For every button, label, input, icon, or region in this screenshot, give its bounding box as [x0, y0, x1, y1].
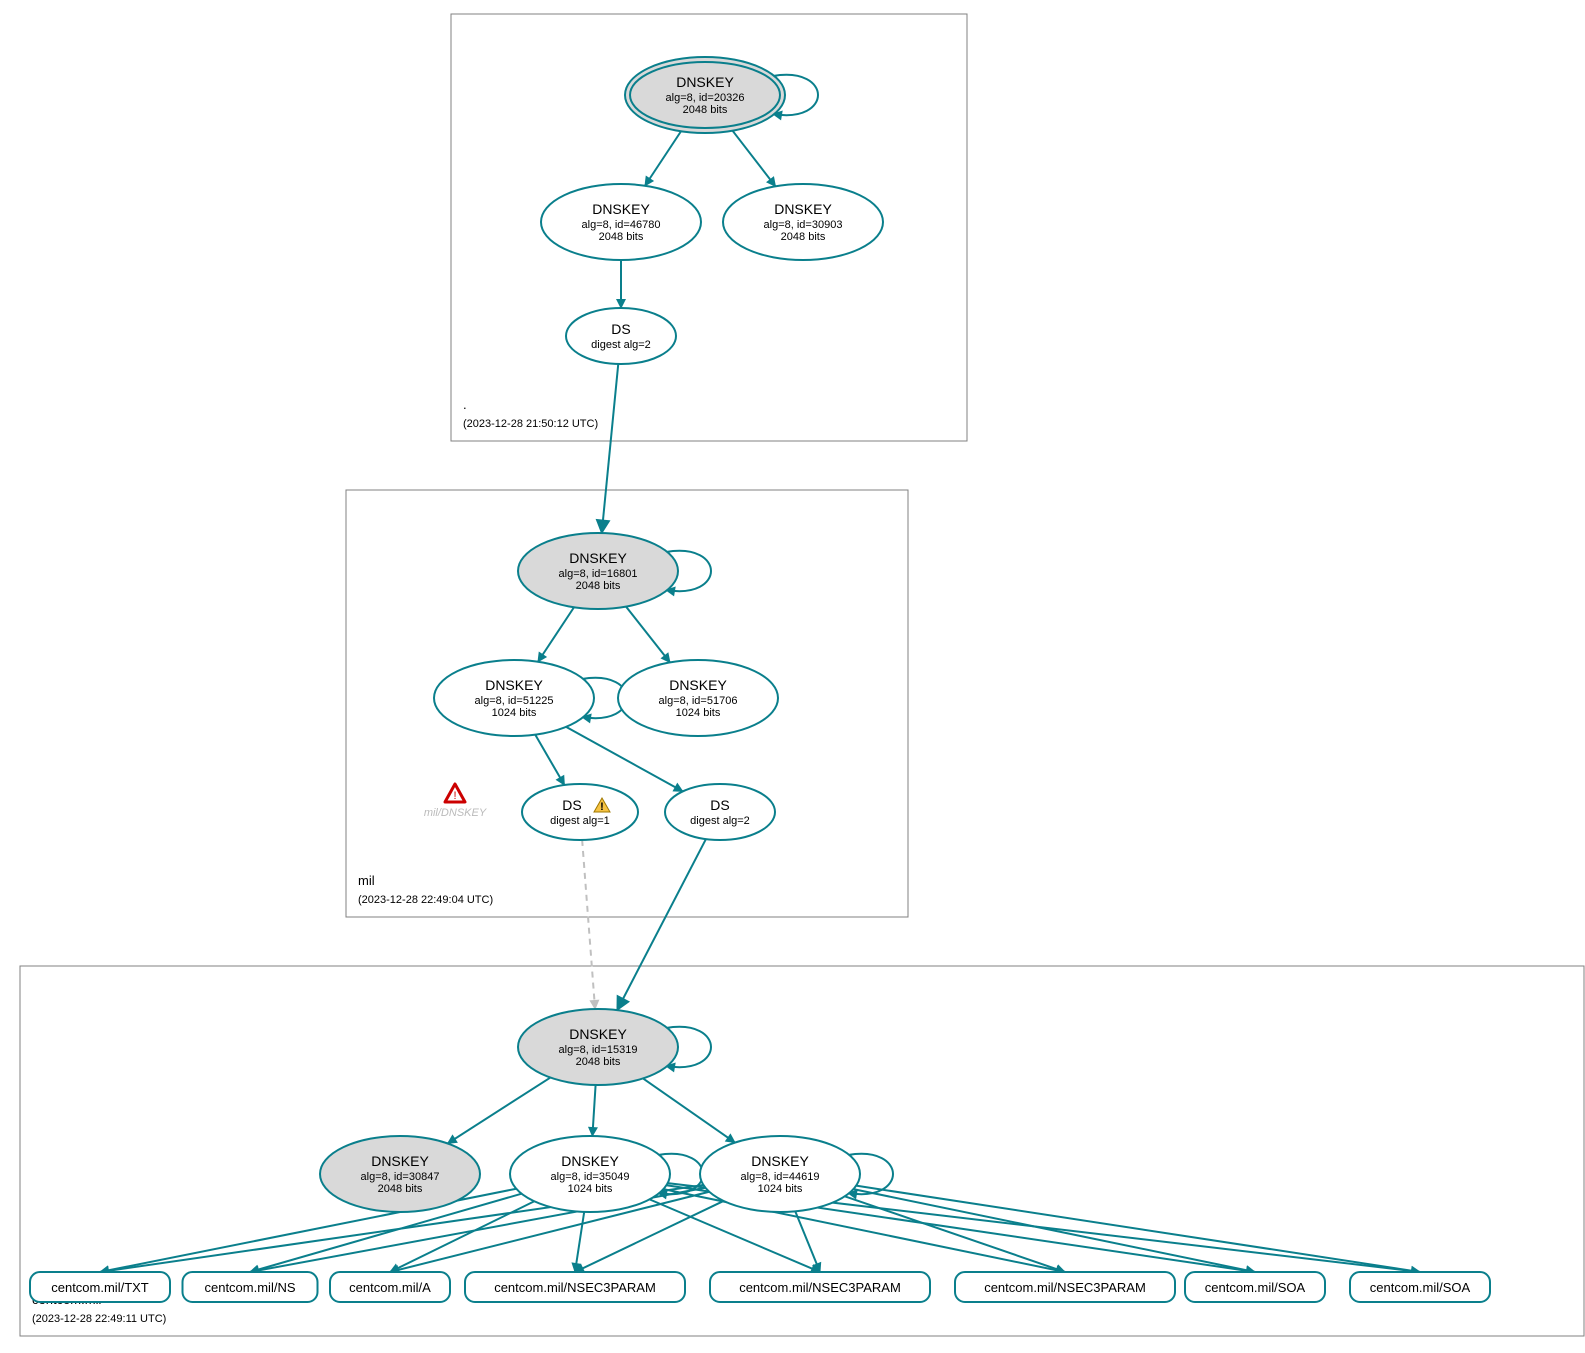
svg-text:digest alg=1: digest alg=1	[550, 815, 610, 827]
rr5: centcom.mil/NSEC3PARAM	[710, 1272, 930, 1302]
svg-text:DNSKEY: DNSKEY	[569, 1026, 627, 1042]
svg-text:DNSKEY: DNSKEY	[485, 677, 543, 693]
svg-text:alg=8, id=15319: alg=8, id=15319	[559, 1044, 638, 1056]
svg-text:2048 bits: 2048 bits	[599, 231, 644, 243]
svg-text:centcom.mil/NSEC3PARAM: centcom.mil/NSEC3PARAM	[494, 1280, 656, 1295]
svg-text:alg=8, id=51225: alg=8, id=51225	[475, 695, 554, 707]
svg-text:DNSKEY: DNSKEY	[592, 201, 650, 217]
rr1: centcom.mil/TXT	[30, 1272, 170, 1302]
svg-text:.: .	[463, 397, 467, 412]
svg-text:2048 bits: 2048 bits	[576, 580, 621, 592]
n_cc_k2: DNSKEY alg=8, id=308472048 bits	[320, 1136, 480, 1212]
warn-mil-dnskey: ! mil/DNSKEY	[424, 784, 487, 819]
svg-text:mil/DNSKEY: mil/DNSKEY	[424, 807, 487, 819]
svg-text:DNSKEY: DNSKEY	[371, 1153, 429, 1169]
svg-text:alg=8, id=51706: alg=8, id=51706	[659, 695, 738, 707]
n_root_ds: DS digest alg=2	[566, 308, 676, 364]
svg-text:DS: DS	[710, 797, 729, 813]
rr6: centcom.mil/NSEC3PARAM	[955, 1272, 1175, 1302]
svg-text:centcom.mil/SOA: centcom.mil/SOA	[1370, 1280, 1471, 1295]
svg-text:(2023-12-28 21:50:12 UTC): (2023-12-28 21:50:12 UTC)	[463, 418, 598, 430]
svg-text:DNSKEY: DNSKEY	[774, 201, 832, 217]
rr4: centcom.mil/NSEC3PARAM	[465, 1272, 685, 1302]
n_cc_z2: DNSKEY alg=8, id=446191024 bits	[700, 1136, 860, 1212]
svg-text:centcom.mil/SOA: centcom.mil/SOA	[1205, 1280, 1306, 1295]
svg-text:1024 bits: 1024 bits	[676, 707, 721, 719]
svg-text:1024 bits: 1024 bits	[568, 1183, 613, 1195]
svg-text:DNSKEY: DNSKEY	[676, 74, 734, 90]
svg-text:1024 bits: 1024 bits	[758, 1183, 803, 1195]
svg-text:2048 bits: 2048 bits	[683, 104, 728, 116]
svg-text:(2023-12-28 22:49:04 UTC): (2023-12-28 22:49:04 UTC)	[358, 894, 493, 906]
n_root_z2: DNSKEY alg=8, id=309032048 bits	[723, 184, 883, 260]
svg-text:centcom.mil/TXT: centcom.mil/TXT	[51, 1280, 149, 1295]
rr7: centcom.mil/SOA	[1185, 1272, 1325, 1302]
rr8: centcom.mil/SOA	[1350, 1272, 1490, 1302]
svg-text:DNSKEY: DNSKEY	[569, 550, 627, 566]
svg-text:2048 bits: 2048 bits	[378, 1183, 423, 1195]
svg-text:DS: DS	[562, 797, 581, 813]
n_root_z1: DNSKEY alg=8, id=467802048 bits	[541, 184, 701, 260]
rr2: centcom.mil/NS	[183, 1272, 318, 1302]
svg-text:mil: mil	[358, 873, 375, 888]
n_mil_z2: DNSKEY alg=8, id=517061024 bits	[618, 660, 778, 736]
svg-text:(2023-12-28 22:49:11 UTC): (2023-12-28 22:49:11 UTC)	[32, 1313, 166, 1325]
svg-text:DNSKEY: DNSKEY	[561, 1153, 619, 1169]
svg-text:alg=8, id=44619: alg=8, id=44619	[741, 1171, 820, 1183]
svg-text:alg=8, id=16801: alg=8, id=16801	[559, 568, 638, 580]
svg-text:DNSKEY: DNSKEY	[669, 677, 727, 693]
n_mil_ds1: DS digest alg=1!	[522, 784, 638, 840]
svg-text:DNSKEY: DNSKEY	[751, 1153, 809, 1169]
svg-text:!: !	[453, 790, 456, 802]
svg-text:centcom.mil/A: centcom.mil/A	[349, 1280, 431, 1295]
svg-text:alg=8, id=30847: alg=8, id=30847	[361, 1171, 440, 1183]
svg-text:!: !	[600, 801, 604, 813]
n_mil_z1: DNSKEY alg=8, id=512251024 bits	[434, 660, 594, 736]
n_root_ksk: DNSKEY alg=8, id=203262048 bits	[625, 57, 785, 133]
svg-text:digest alg=2: digest alg=2	[591, 339, 651, 351]
svg-text:centcom.mil/NSEC3PARAM: centcom.mil/NSEC3PARAM	[984, 1280, 1146, 1295]
rr3: centcom.mil/A	[330, 1272, 450, 1302]
svg-text:alg=8, id=20326: alg=8, id=20326	[666, 92, 745, 104]
svg-text:alg=8, id=35049: alg=8, id=35049	[551, 1171, 630, 1183]
n_mil_ksk: DNSKEY alg=8, id=168012048 bits	[518, 533, 678, 609]
n_cc_ksk: DNSKEY alg=8, id=153192048 bits	[518, 1009, 678, 1085]
svg-text:alg=8, id=30903: alg=8, id=30903	[764, 219, 843, 231]
svg-text:centcom.mil/NS: centcom.mil/NS	[204, 1280, 295, 1295]
n_mil_ds2: DS digest alg=2	[665, 784, 775, 840]
svg-text:1024 bits: 1024 bits	[492, 707, 537, 719]
svg-text:alg=8, id=46780: alg=8, id=46780	[582, 219, 661, 231]
svg-text:centcom.mil/NSEC3PARAM: centcom.mil/NSEC3PARAM	[739, 1280, 901, 1295]
svg-text:digest alg=2: digest alg=2	[690, 815, 750, 827]
dnssec-graph: . (2023-12-28 21:50:12 UTC) mil (2023-12-28…	[10, 10, 1585, 1343]
svg-text:2048 bits: 2048 bits	[576, 1056, 621, 1068]
svg-text:DS: DS	[611, 321, 630, 337]
n_cc_z1: DNSKEY alg=8, id=350491024 bits	[510, 1136, 670, 1212]
svg-text:2048 bits: 2048 bits	[781, 231, 826, 243]
